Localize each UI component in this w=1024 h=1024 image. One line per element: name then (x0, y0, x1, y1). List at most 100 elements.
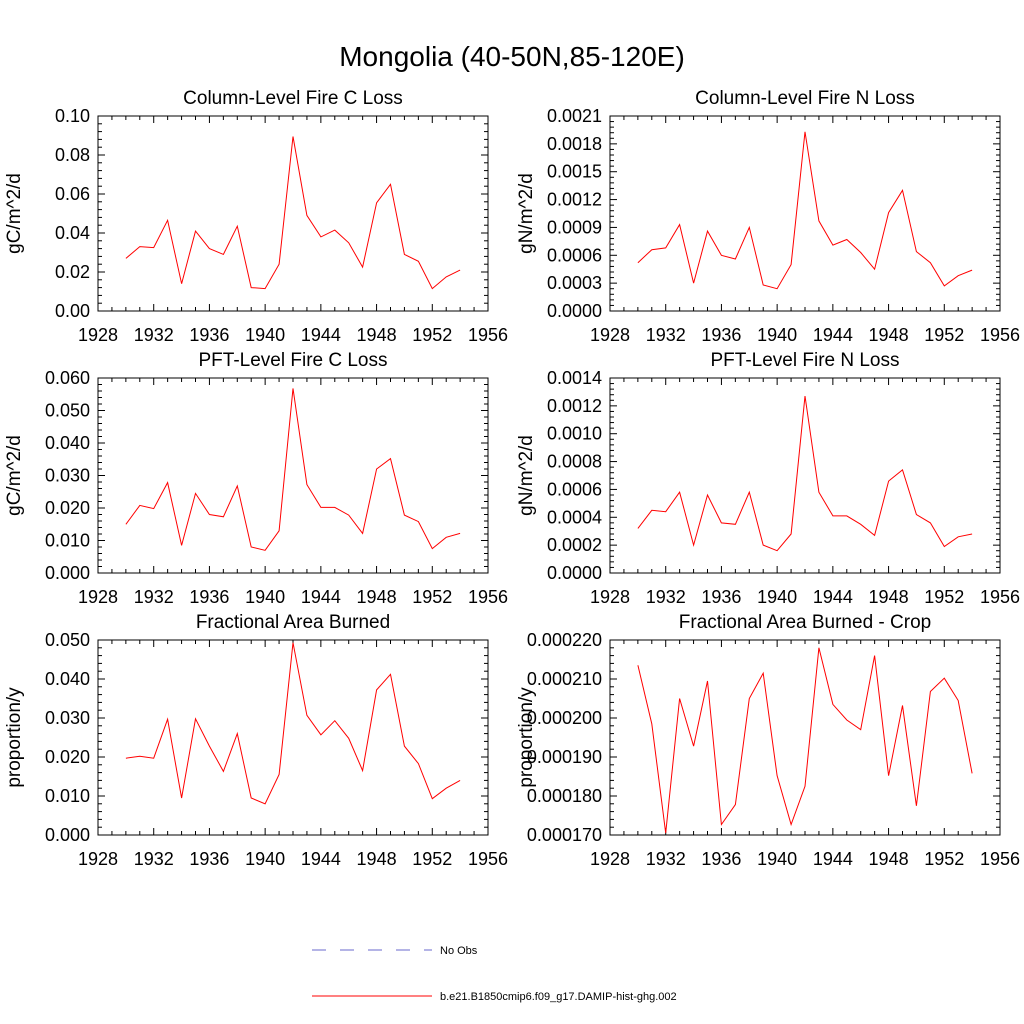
y-tick-label: 0.06 (55, 184, 90, 204)
y-tick-label: 0.020 (45, 747, 90, 767)
x-tick-label: 1948 (869, 587, 909, 607)
x-tick-label: 1936 (701, 849, 741, 869)
y-tick-label: 0.0012 (547, 396, 602, 416)
legend: No Obs b.e21.B1850cmip6.f09_g17.DAMIP-hi… (312, 945, 677, 1003)
x-tick-label: 1940 (757, 587, 797, 607)
y-tick-label: 0.0002 (547, 535, 602, 555)
y-tick-label: 0.000180 (527, 786, 602, 806)
y-axis-label: gC/m^2/d (4, 173, 25, 254)
y-tick-label: 0.0006 (547, 479, 602, 499)
y-tick-label: 0.010 (45, 531, 90, 551)
x-tick-label: 1940 (757, 849, 797, 869)
y-tick-label: 0.00 (55, 301, 90, 321)
x-tick-label: 1940 (757, 325, 797, 345)
x-tick-label: 1956 (468, 849, 508, 869)
x-tick-label: 1944 (301, 587, 341, 607)
y-tick-label: 0.000 (45, 563, 90, 583)
y-tick-label: 0.000190 (527, 747, 602, 767)
x-tick-label: 1928 (78, 587, 118, 607)
x-tick-label: 1936 (189, 849, 229, 869)
y-tick-label: 0.000200 (527, 708, 602, 728)
y-tick-label: 0.0004 (547, 507, 602, 527)
series-line (125, 642, 461, 805)
x-tick-label: 1932 (134, 587, 174, 607)
panel-1: Column-Level Fire C Loss gC/m^2/d 1928 1932… (4, 88, 508, 345)
panel-6: Fractional Area Burned - Crop proportion/… (516, 612, 1020, 869)
y-tick-label: 0.040 (45, 433, 90, 453)
x-tick-label: 1928 (590, 849, 630, 869)
x-tick-label: 1948 (869, 325, 909, 345)
y-tick-label: 0.040 (45, 669, 90, 689)
y-tick-label: 0.08 (55, 145, 90, 165)
x-tick-label: 1936 (701, 325, 741, 345)
y-tick-label: 0.050 (45, 630, 90, 650)
y-tick-label: 0.0000 (547, 563, 602, 583)
panel-2: Column-Level Fire N Loss gN/m^2/d 1928 1932… (516, 88, 1020, 345)
x-tick-label: 1932 (646, 849, 686, 869)
y-axis-label: proportion/y (516, 687, 537, 788)
y-tick-label: 0.0006 (547, 245, 602, 265)
panel-title: PFT-Level Fire N Loss (711, 350, 900, 371)
x-tick-label: 1952 (924, 849, 964, 869)
panel-title: PFT-Level Fire C Loss (199, 350, 388, 371)
series-line (637, 396, 973, 552)
y-tick-label: 0.000 (45, 825, 90, 845)
figure-title: Mongolia (40-50N,85-120E) (339, 41, 685, 72)
panel-3: PFT-Level Fire C Loss gC/m^2/d 1928 1932 193… (4, 350, 508, 607)
y-tick-label: 0.0018 (547, 134, 602, 154)
panel-title: Fractional Area Burned (196, 612, 390, 633)
series-line (125, 388, 461, 551)
x-tick-label: 1940 (245, 849, 285, 869)
y-tick-label: 0.0000 (547, 301, 602, 321)
panel-title: Column-Level Fire N Loss (695, 88, 915, 109)
x-tick-label: 1952 (924, 587, 964, 607)
x-tick-label: 1932 (134, 325, 174, 345)
y-tick-label: 0.0021 (547, 106, 602, 126)
y-tick-label: 0.000220 (527, 630, 602, 650)
y-tick-label: 0.030 (45, 466, 90, 486)
y-tick-label: 0.0008 (547, 452, 602, 472)
panel-4: PFT-Level Fire N Loss gN/m^2/d 1928 1932 193… (516, 350, 1020, 607)
legend-model-label: b.e21.B1850cmip6.f09_g17.DAMIP-hist-ghg.… (440, 991, 677, 1003)
y-tick-label: 0.02 (55, 262, 90, 282)
x-tick-label: 1940 (245, 325, 285, 345)
legend-obs-label: No Obs (440, 945, 478, 957)
plot-frame (97, 115, 489, 312)
x-tick-label: 1952 (412, 849, 452, 869)
y-tick-label: 0.04 (55, 223, 90, 243)
y-tick-label: 0.10 (55, 106, 90, 126)
x-tick-label: 1936 (701, 587, 741, 607)
x-tick-label: 1948 (357, 587, 397, 607)
y-tick-label: 0.0015 (547, 162, 602, 182)
y-tick-label: 0.050 (45, 401, 90, 421)
series-line (125, 136, 461, 290)
x-tick-label: 1956 (468, 587, 508, 607)
y-tick-label: 0.010 (45, 786, 90, 806)
panels: Column-Level Fire C Loss gC/m^2/d 1928 1932… (4, 88, 1020, 869)
x-tick-label: 1936 (189, 587, 229, 607)
x-tick-label: 1952 (924, 325, 964, 345)
x-tick-label: 1928 (590, 587, 630, 607)
y-tick-label: 0.060 (45, 368, 90, 388)
panel-title: Fractional Area Burned - Crop (679, 612, 931, 633)
x-tick-label: 1944 (813, 849, 853, 869)
x-tick-label: 1932 (646, 325, 686, 345)
y-axis-label: gN/m^2/d (516, 173, 537, 254)
x-tick-label: 1928 (78, 325, 118, 345)
panel-title: Column-Level Fire C Loss (183, 88, 403, 109)
y-tick-label: 0.000210 (527, 669, 602, 689)
x-tick-label: 1932 (646, 587, 686, 607)
x-tick-label: 1944 (301, 325, 341, 345)
series-line (637, 131, 973, 290)
x-tick-label: 1928 (590, 325, 630, 345)
x-tick-label: 1948 (869, 849, 909, 869)
x-tick-label: 1948 (357, 849, 397, 869)
y-tick-label: 0.0010 (547, 424, 602, 444)
x-tick-label: 1928 (78, 849, 118, 869)
x-tick-label: 1944 (813, 587, 853, 607)
y-tick-label: 0.0014 (547, 368, 602, 388)
x-tick-label: 1952 (412, 587, 452, 607)
x-tick-label: 1940 (245, 587, 285, 607)
x-tick-label: 1956 (980, 325, 1020, 345)
